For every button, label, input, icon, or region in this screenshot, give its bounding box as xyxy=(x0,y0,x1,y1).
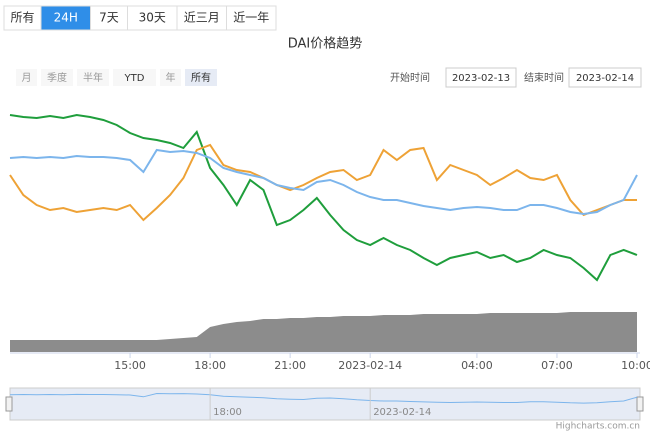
zoom-button[interactable] xyxy=(113,69,156,86)
zoom-button[interactable] xyxy=(160,69,181,86)
zoom-button[interactable] xyxy=(41,69,73,86)
zoom-button-label[interactable]: 半年 xyxy=(83,71,103,84)
range-tab[interactable] xyxy=(40,5,91,31)
range-tab-label[interactable]: 近三月 xyxy=(184,11,220,25)
zoom-button-label[interactable]: 月 xyxy=(22,72,32,84)
x-tick-label: 04:00 xyxy=(461,359,493,372)
x-tick-label: 15:00 xyxy=(114,359,146,372)
navigator-label: 18:00 xyxy=(213,407,242,418)
zoom-button[interactable] xyxy=(185,69,217,86)
zoom-button-label[interactable]: 年 xyxy=(166,71,176,84)
start-input[interactable] xyxy=(445,67,517,88)
x-tick-label: 2023-02-14 xyxy=(338,359,402,372)
chart-title: DAI价格趋势 xyxy=(288,36,363,52)
x-tick-label: 10:00 xyxy=(621,359,650,372)
price-line xyxy=(9,113,638,282)
navigator-label: 2023-02-14 xyxy=(373,407,431,418)
navigator-line xyxy=(9,392,638,404)
zoom-button-label[interactable]: 所有 xyxy=(191,71,211,84)
navigator-handle[interactable] xyxy=(636,396,644,412)
range-tab[interactable] xyxy=(90,5,128,31)
range-tab[interactable] xyxy=(127,5,178,31)
zoom-button-label[interactable]: 季度 xyxy=(47,71,67,84)
range-tab[interactable] xyxy=(3,5,42,31)
range-tab-label[interactable]: 近一年 xyxy=(233,11,269,25)
price-line xyxy=(9,143,637,222)
end-label: 结束时间 xyxy=(524,71,564,84)
range-tab-label[interactable]: 24H xyxy=(54,11,78,25)
navigator-handle[interactable] xyxy=(5,396,13,412)
zoom-button[interactable] xyxy=(16,69,37,86)
x-tick-label: 21:00 xyxy=(274,359,306,372)
volume-area xyxy=(10,312,637,352)
range-tab[interactable] xyxy=(226,5,277,31)
start-label: 开始时间 xyxy=(390,71,430,84)
x-tick-label: 18:00 xyxy=(194,359,226,372)
end-input[interactable] xyxy=(568,67,642,88)
credits: Highcharts.com.cn xyxy=(556,422,640,432)
range-tab-label[interactable]: 所有 xyxy=(10,11,34,25)
navigator[interactable] xyxy=(9,387,641,421)
zoom-button[interactable] xyxy=(77,69,109,86)
range-tab-label[interactable]: 30天 xyxy=(139,11,166,25)
zoom-button-label[interactable]: YTD xyxy=(124,73,145,84)
x-tick-label: 07:00 xyxy=(541,359,573,372)
price-line xyxy=(9,148,638,216)
range-tab[interactable] xyxy=(176,5,227,31)
start-date[interactable]: 2023-02-13 xyxy=(452,73,510,84)
end-date[interactable]: 2023-02-14 xyxy=(576,73,634,84)
range-tab-label[interactable]: 7天 xyxy=(99,11,119,25)
